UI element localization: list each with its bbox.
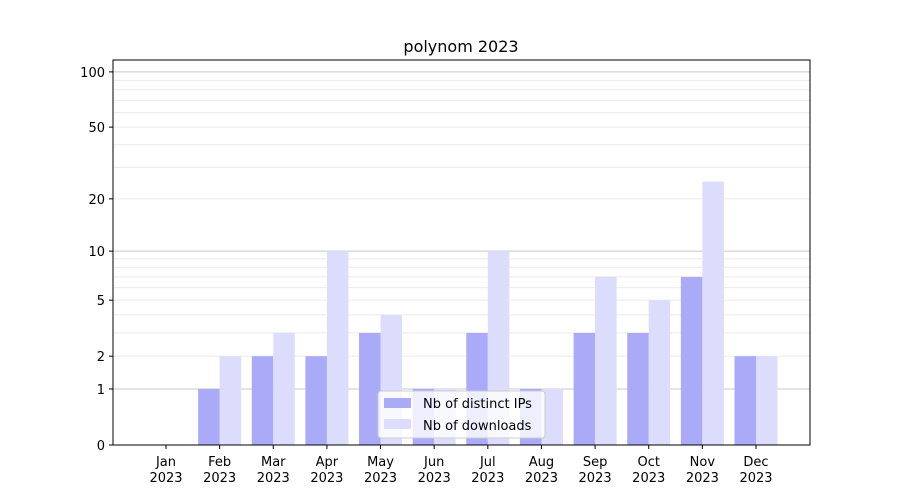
- legend: Nb of distinct IPs Nb of downloads: [377, 390, 546, 439]
- bar-ips: [734, 356, 756, 445]
- y-tick-label: 20: [88, 193, 105, 208]
- x-tick-label: Sep 2023: [579, 455, 612, 486]
- x-tick-label: Dec 2023: [739, 455, 772, 486]
- x-tick-label: Feb 2023: [203, 455, 236, 486]
- legend-label-ips: Nb of distinct IPs: [423, 397, 532, 412]
- bar-downloads: [273, 332, 295, 445]
- x-tick-label: Jan 2023: [149, 455, 182, 486]
- x-tick-label: May 2023: [364, 455, 397, 486]
- bar-downloads: [702, 181, 724, 445]
- bar-ips: [627, 332, 649, 445]
- x-axis: Jan 2023 Feb 2023 Mar 2023 Apr 2023 May 2023 Jun 20…: [149, 445, 773, 486]
- legend-box: [377, 390, 546, 439]
- y-tick-label: 100: [80, 66, 105, 81]
- y-tick-label: 50: [88, 121, 105, 136]
- x-tick-label: Aug 2023: [525, 455, 558, 486]
- bar-downloads: [541, 388, 563, 445]
- bar-downloads: [219, 356, 242, 445]
- plot-frame: [112, 59, 811, 446]
- legend-swatch-downloads: [384, 419, 411, 429]
- y-tick-label: 1: [97, 383, 105, 398]
- bar-ips: [198, 388, 220, 445]
- x-tick-label: Mar 2023: [257, 455, 290, 486]
- bar-downloads: [756, 356, 778, 445]
- bar-ips: [573, 332, 596, 445]
- chart-title: polynom 2023: [403, 37, 518, 56]
- x-tick-label: Oct 2023: [632, 455, 665, 486]
- x-tick-label: Jun 2023: [418, 455, 451, 486]
- x-tick-label: Apr 2023: [310, 455, 343, 486]
- x-tick-label: Jul 2023: [471, 455, 504, 486]
- bar-downloads: [595, 276, 617, 445]
- x-tick-label: Nov 2023: [686, 455, 719, 486]
- bar-ips: [251, 356, 274, 445]
- bar-ips: [359, 332, 381, 445]
- bar-ips: [680, 276, 703, 445]
- bar-ips: [305, 356, 327, 445]
- bar-downloads: [648, 300, 671, 445]
- legend-swatch-ips: [384, 398, 411, 408]
- bar-downloads: [326, 251, 349, 445]
- y-tick-label: 0: [97, 439, 105, 454]
- y-tick-label: 10: [88, 245, 105, 260]
- y-axis: 0 1 2 5 10 20 50 100: [80, 66, 113, 454]
- y-tick-label: 5: [97, 294, 105, 309]
- legend-label-downloads: Nb of downloads: [423, 419, 532, 434]
- y-tick-label: 2: [97, 350, 105, 365]
